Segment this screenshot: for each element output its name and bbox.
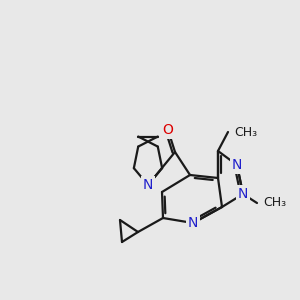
Text: N: N xyxy=(238,187,248,201)
Text: N: N xyxy=(188,216,198,230)
Text: O: O xyxy=(163,123,173,137)
Text: N: N xyxy=(143,178,153,192)
Text: CH₃: CH₃ xyxy=(263,196,286,209)
Text: N: N xyxy=(232,158,242,172)
Text: CH₃: CH₃ xyxy=(234,125,257,139)
